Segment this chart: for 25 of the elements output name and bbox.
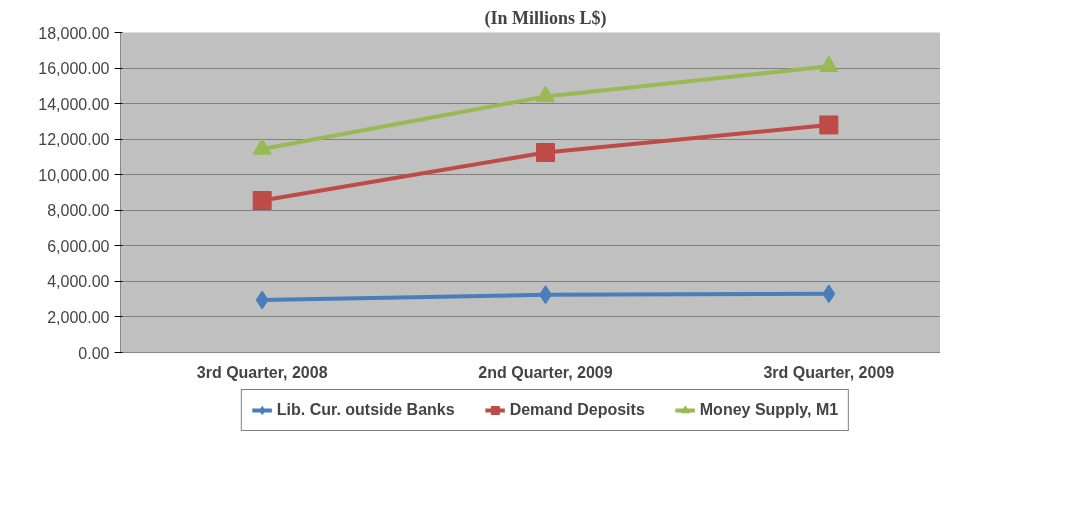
legend-label: Lib. Cur. outside Banks xyxy=(276,401,455,419)
point xyxy=(819,115,839,135)
point xyxy=(252,191,272,210)
point xyxy=(819,55,839,72)
x-tick-label: 3rd Quarter, 2009 xyxy=(763,363,895,381)
y-tick-label: 16,000.00 xyxy=(38,60,110,78)
x-tick-label: 3rd Quarter, 2008 xyxy=(196,363,328,381)
y-tick-label: 4,000.00 xyxy=(47,273,110,291)
legend-label: Money Supply, M1 xyxy=(699,401,839,419)
y-tick-label: 14,000.00 xyxy=(38,95,110,113)
point xyxy=(252,138,272,155)
chart-title: (In Millions L$) xyxy=(484,7,607,29)
point xyxy=(822,284,836,304)
point xyxy=(536,85,555,103)
point xyxy=(255,290,269,310)
point xyxy=(536,143,555,162)
y-tick-label: 8,000.00 xyxy=(47,202,110,220)
legend-label: Demand Deposits xyxy=(509,401,645,419)
y-tick-label: 6,000.00 xyxy=(47,237,110,255)
y-tick-label: 2,000.00 xyxy=(47,308,110,326)
y-tick-label: 12,000.00 xyxy=(38,131,110,149)
y-tick-label: 10,000.00 xyxy=(38,166,110,184)
y-tick-label: 0.00 xyxy=(78,344,110,362)
y-tick-label: 18,000.00 xyxy=(38,24,110,42)
x-tick-label: 2nd Quarter, 2009 xyxy=(478,363,613,381)
